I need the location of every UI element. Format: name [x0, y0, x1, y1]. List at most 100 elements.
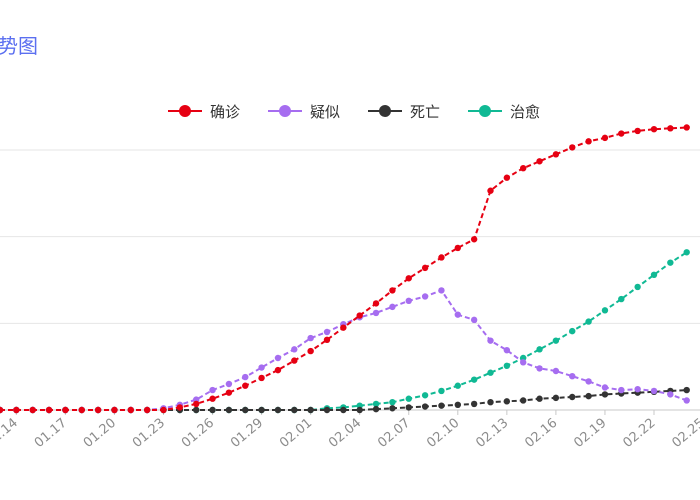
data-point-3-34	[552, 337, 560, 344]
data-point-2-13	[209, 406, 216, 414]
data-point-3-23	[372, 400, 380, 408]
data-point-0-26	[421, 264, 429, 272]
x-tick-label: 02.01	[277, 416, 315, 451]
x-tick-label: 02.16	[522, 416, 560, 451]
x-tick-label: 02.10	[424, 416, 462, 451]
data-point-1-37	[601, 384, 609, 391]
data-point-3-25	[405, 395, 412, 402]
data-point-0-19	[307, 347, 314, 355]
x-tick-label: 01.14	[0, 416, 21, 451]
x-tick-label: 02.19	[571, 416, 609, 451]
data-point-2-19	[307, 406, 314, 414]
data-point-2-18	[291, 406, 298, 414]
data-point-2-14	[225, 406, 233, 414]
data-point-0-9	[143, 406, 151, 414]
data-point-2-12	[193, 406, 200, 414]
data-point-0-36	[585, 138, 592, 145]
data-point-0-38	[618, 130, 625, 137]
data-point-3-37	[601, 307, 609, 314]
data-point-0-15	[242, 382, 249, 389]
x-tick-label: 02.07	[375, 416, 413, 451]
data-point-2-16	[258, 406, 265, 414]
data-point-0-39	[634, 127, 641, 135]
data-point-3-29	[470, 376, 478, 383]
data-point-0-5	[78, 406, 85, 414]
x-tick-label: 02.22	[620, 416, 658, 451]
data-point-0-32	[520, 165, 527, 172]
chart-title: 势图	[0, 34, 38, 58]
data-point-0-33	[536, 158, 543, 165]
data-point-0-31	[503, 174, 511, 181]
data-point-1-15	[242, 373, 249, 381]
data-point-1-29	[470, 316, 478, 324]
data-point-1-41	[667, 391, 674, 398]
data-point-2-34	[552, 394, 560, 402]
data-point-0-6	[94, 406, 102, 414]
data-point-0-24	[389, 287, 396, 294]
data-point-0-8	[127, 406, 134, 414]
data-point-2-23	[372, 405, 380, 413]
data-point-2-26	[421, 403, 429, 410]
data-point-0-4	[62, 406, 69, 414]
data-point-1-33	[536, 365, 543, 372]
series-line-0	[0, 126, 687, 411]
data-point-0-14	[225, 389, 233, 396]
x-tick-label: 01.20	[81, 416, 119, 451]
data-point-3-38	[618, 295, 625, 303]
data-point-1-23	[372, 309, 380, 317]
data-point-2-28	[454, 401, 461, 408]
data-point-3-39	[634, 283, 641, 291]
data-point-2-25	[405, 404, 412, 411]
data-point-0-2	[29, 406, 36, 414]
data-point-0-21	[340, 324, 347, 331]
data-point-2-15	[242, 406, 249, 414]
data-point-2-29	[470, 400, 478, 408]
data-point-2-30	[487, 399, 494, 406]
data-point-1-34	[552, 367, 560, 375]
legend-swatch-dot	[179, 105, 191, 117]
data-point-1-28	[454, 311, 461, 318]
data-point-0-13	[209, 395, 216, 402]
x-tick-label: 02.13	[473, 416, 511, 451]
data-point-3-41	[667, 259, 674, 266]
data-point-0-37	[601, 134, 609, 142]
series-line-3	[0, 251, 688, 411]
data-point-0-41	[667, 125, 674, 132]
data-point-3-27	[438, 387, 445, 395]
data-point-1-13	[209, 386, 216, 394]
data-point-0-1	[13, 406, 20, 414]
legend-label: 确诊	[210, 103, 240, 121]
data-point-2-35	[569, 393, 576, 401]
data-point-0-29	[470, 236, 478, 243]
data-point-0-18	[291, 357, 298, 364]
data-point-3-31	[503, 362, 511, 369]
data-point-0-22	[356, 312, 363, 319]
series-line-1	[0, 289, 688, 411]
data-point-2-31	[503, 398, 511, 405]
data-point-0-25	[405, 275, 412, 282]
legend-swatch-dot	[279, 105, 291, 117]
data-point-1-14	[225, 380, 233, 388]
data-point-0-30	[487, 187, 494, 194]
data-point-0-28	[454, 244, 461, 252]
data-point-3-33	[536, 346, 543, 353]
data-point-0-23	[372, 300, 380, 307]
data-point-2-37	[601, 391, 609, 398]
legend-label: 疑似	[310, 103, 340, 121]
legend-label: 死亡	[410, 103, 440, 121]
data-point-0-7	[111, 406, 118, 414]
data-point-0-0	[0, 406, 4, 414]
data-point-0-35	[569, 144, 576, 151]
x-tick-label: 02.25	[669, 416, 700, 451]
data-point-3-35	[569, 327, 576, 335]
data-point-0-42	[683, 124, 690, 131]
legend-label: 治愈	[510, 103, 540, 121]
data-point-1-42	[683, 397, 690, 404]
data-point-1-27	[438, 287, 445, 294]
data-point-3-42	[683, 249, 690, 256]
legend-swatch-dot	[379, 105, 391, 117]
data-point-2-22	[356, 406, 363, 414]
data-point-2-21	[340, 406, 347, 414]
x-tick-label: 01.29	[228, 416, 266, 451]
